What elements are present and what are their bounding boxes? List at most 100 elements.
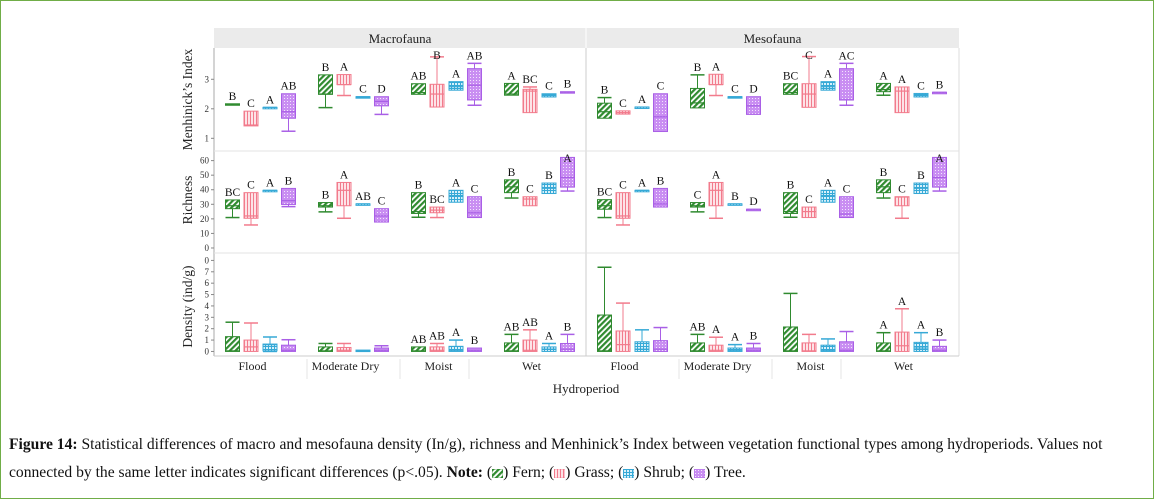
box-density-macrofauna-flood-fern — [225, 336, 240, 352]
letter-menhinick-macrofauna-moist-shrub: A — [452, 69, 461, 81]
letter-menhinick-mesofauna-moist-grass: C — [805, 50, 813, 62]
letter-richness-mesofauna-wet-fern: B — [880, 167, 888, 179]
y-tick-label: 30 — [200, 199, 210, 209]
letter-density-macrofauna-moist-shrub: A — [452, 327, 461, 339]
x-tick-label: Moderate Dry — [684, 359, 752, 373]
box-richness-mesofauna-wet-grass — [894, 196, 910, 207]
letter-richness-macrofauna-moderate-dry-shrub: AB — [355, 191, 371, 203]
letter-richness-mesofauna-moderate-dry-tree: D — [749, 196, 757, 208]
letter-menhinick-macrofauna-wet-tree: B — [564, 79, 572, 91]
letter-richness-macrofauna-flood-shrub: A — [266, 177, 275, 189]
letter-menhinick-mesofauna-wet-shrub: C — [917, 80, 925, 92]
letter-richness-macrofauna-moist-grass: BC — [429, 194, 445, 206]
box-richness-macrofauna-wet-tree — [560, 156, 575, 188]
box-density-mesofauna-moist-shrub — [820, 344, 836, 352]
box-menhinick-macrofauna-moist-grass — [429, 83, 445, 108]
box-menhinick-macrofauna-wet-fern — [504, 82, 519, 96]
box-menhinick-mesofauna-moist-fern — [783, 83, 798, 95]
box-richness-mesofauna-flood-tree — [653, 187, 668, 208]
facet-label-macrofauna: Macrofauna — [369, 31, 432, 46]
letter-density-macrofauna-wet-shrub: A — [545, 330, 554, 342]
box-richness-mesofauna-flood-grass — [615, 192, 631, 219]
box-density-macrofauna-flood-grass — [243, 339, 259, 352]
letter-richness-macrofauna-moderate-dry-grass: A — [340, 169, 349, 181]
box-richness-mesofauna-wet-tree — [932, 156, 947, 188]
box-density-macrofauna-moderate-dry-grass — [336, 346, 352, 352]
letter-menhinick-macrofauna-flood-tree: AB — [281, 81, 297, 93]
box-menhinick-mesofauna-moderate-dry-grass — [708, 73, 724, 86]
y-tick-label: 1 — [205, 133, 210, 143]
letter-menhinick-macrofauna-moist-fern: AB — [411, 71, 427, 83]
box-density-macrofauna-moist-grass — [429, 346, 445, 352]
x-tick-label: Wet — [894, 359, 914, 373]
letter-density-mesofauna-wet-shrub: A — [917, 320, 926, 332]
letter-richness-mesofauna-flood-fern: BC — [597, 187, 613, 199]
letter-richness-mesofauna-moist-shrub: A — [824, 177, 833, 189]
letter-menhinick-mesofauna-flood-grass: C — [619, 98, 627, 110]
box-menhinick-mesofauna-moist-shrub — [820, 81, 836, 91]
box-density-mesofauna-flood-grass — [615, 330, 631, 352]
letter-richness-macrofauna-moderate-dry-fern: B — [322, 190, 330, 202]
letter-richness-mesofauna-flood-tree: B — [657, 175, 665, 187]
legend-item-tree: () Tree. — [688, 464, 746, 481]
letter-menhinick-mesofauna-flood-tree: C — [657, 81, 665, 93]
box-richness-mesofauna-moderate-dry-fern — [690, 202, 705, 208]
letter-richness-mesofauna-moderate-dry-fern: C — [694, 190, 702, 202]
letter-menhinick-macrofauna-moderate-dry-shrub: C — [359, 84, 367, 96]
box-richness-mesofauna-moist-fern — [783, 192, 798, 214]
caption-note-label: Note: — [446, 464, 483, 481]
box-richness-mesofauna-moderate-dry-grass — [708, 181, 724, 207]
x-axis-title: Hydroperiod — [553, 381, 620, 396]
x-tick-label: Moist — [424, 359, 453, 373]
letter-menhinick-mesofauna-flood-shrub: A — [638, 94, 647, 106]
x-tick-label: Flood — [610, 359, 638, 373]
letter-menhinick-macrofauna-moist-tree: AB — [467, 50, 483, 62]
letter-density-mesofauna-moderate-dry-shrub: A — [731, 332, 740, 344]
box-density-macrofauna-wet-fern — [504, 342, 519, 352]
letter-richness-macrofauna-flood-tree: B — [285, 175, 293, 187]
letter-menhinick-macrofauna-moderate-dry-grass: A — [340, 62, 349, 74]
box-density-mesofauna-moist-tree — [839, 341, 854, 352]
letter-richness-mesofauna-moderate-dry-shrub: B — [731, 191, 739, 203]
letter-density-macrofauna-moist-fern: AB — [411, 334, 427, 346]
box-richness-macrofauna-flood-tree — [281, 187, 296, 205]
letter-menhinick-mesofauna-moist-tree: AC — [839, 50, 855, 62]
shrub-swatch-icon — [623, 469, 635, 478]
letter-density-macrofauna-wet-grass: AB — [522, 317, 538, 329]
x-tick-label: Moist — [796, 359, 825, 373]
letter-richness-macrofauna-wet-fern: B — [508, 167, 516, 179]
box-richness-mesofauna-moist-grass — [801, 206, 817, 219]
letter-richness-mesofauna-wet-grass: C — [898, 184, 906, 196]
letter-richness-macrofauna-moderate-dry-tree: C — [378, 196, 386, 208]
y-tick-label: 10 — [200, 228, 210, 238]
box-density-mesofauna-wet-fern — [876, 342, 891, 352]
box-richness-macrofauna-moderate-dry-grass — [336, 181, 352, 207]
tree-swatch-icon — [694, 469, 706, 478]
box-density-macrofauna-flood-tree — [281, 344, 296, 352]
box-richness-mesofauna-moist-shrub — [820, 189, 836, 203]
box-density-mesofauna-flood-fern — [597, 314, 612, 352]
box-density-mesofauna-moderate-dry-fern — [690, 342, 705, 352]
y-tick-label: 7 — [205, 267, 210, 277]
letter-richness-macrofauna-wet-shrub: B — [545, 170, 553, 182]
y-tick-label: 3 — [205, 312, 210, 322]
letter-menhinick-macrofauna-wet-grass: BC — [522, 74, 538, 86]
box-menhinick-macrofauna-flood-tree — [281, 93, 296, 119]
letter-menhinick-macrofauna-moderate-dry-fern: B — [322, 62, 330, 74]
box-density-mesofauna-wet-grass — [894, 331, 910, 352]
letter-richness-mesofauna-flood-shrub: A — [638, 177, 647, 189]
letter-richness-mesofauna-moist-tree: C — [843, 184, 851, 196]
box-menhinick-mesofauna-moist-grass — [801, 83, 817, 108]
figure-caption: Figure 14: Statistical differences of ma… — [9, 431, 1129, 487]
box-density-mesofauna-moist-grass — [801, 342, 817, 352]
box-richness-macrofauna-moist-shrub — [448, 189, 464, 203]
y-tick-label: 2 — [205, 104, 210, 114]
y-tick-label: 5 — [205, 290, 210, 300]
letter-menhinick-mesofauna-moist-fern: BC — [783, 71, 799, 83]
y-tick-label: 0 — [205, 255, 210, 265]
caption-label: Figure 14: — [9, 436, 78, 453]
y-axis-title-density: Density (ind/g) — [180, 265, 195, 347]
box-density-mesofauna-wet-tree — [932, 345, 947, 352]
box-menhinick-mesofauna-flood-fern — [597, 102, 612, 119]
